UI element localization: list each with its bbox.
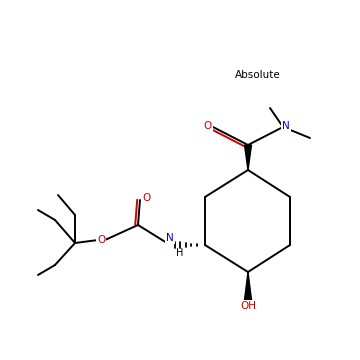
Text: OH: OH — [240, 301, 256, 311]
Text: Absolute: Absolute — [235, 70, 281, 80]
Text: O: O — [143, 193, 151, 203]
Polygon shape — [244, 145, 252, 170]
Text: N: N — [166, 233, 174, 243]
Polygon shape — [244, 272, 252, 300]
Text: N: N — [282, 121, 290, 131]
Text: O: O — [97, 235, 105, 245]
Text: H: H — [176, 248, 184, 258]
Text: O: O — [204, 121, 212, 131]
